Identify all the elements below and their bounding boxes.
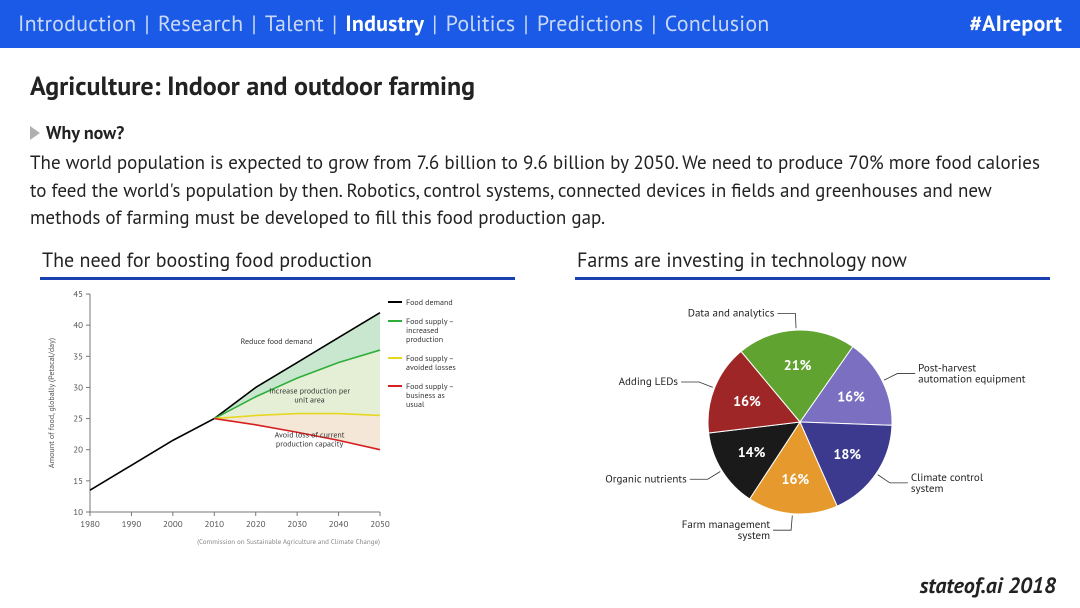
hashtag: #AIreport [969, 10, 1062, 38]
svg-text:production: production [406, 335, 443, 345]
svg-text:20: 20 [73, 444, 83, 455]
nav-item-predictions[interactable]: Predictions [537, 10, 643, 38]
svg-text:45: 45 [73, 289, 83, 300]
svg-text:2000: 2000 [163, 519, 183, 530]
svg-text:16%: 16% [733, 392, 761, 410]
svg-text:35: 35 [73, 351, 83, 362]
body-paragraph: The world population is expected to grow… [30, 150, 1050, 233]
svg-text:1990: 1990 [122, 519, 142, 530]
nav-item-talent[interactable]: Talent [265, 10, 324, 38]
svg-text:2020: 2020 [246, 519, 266, 530]
svg-text:avoided losses: avoided losses [406, 363, 456, 373]
charts-row: The need for boosting food production 10… [30, 245, 1050, 546]
nav-item-politics[interactable]: Politics [446, 10, 516, 38]
footer-credit: stateof.ai 2018 [920, 572, 1056, 600]
triangle-bullet-icon [30, 126, 40, 140]
svg-text:unit area: unit area [294, 395, 324, 405]
svg-text:system: system [911, 482, 944, 496]
pie-chart-svg: 16%Post-harvestautomation equipment18%Cl… [575, 286, 1045, 546]
svg-text:production capacity: production capacity [276, 439, 344, 449]
svg-text:21%: 21% [784, 356, 812, 374]
nav-item-industry[interactable]: Industry [345, 10, 424, 38]
line-chart-svg: 10 15 20 25 30 35 40 45 1980 1990 2000 2010 2020 2030… [40, 286, 510, 546]
nav-separator: | [243, 10, 264, 38]
svg-text:2050: 2050 [370, 519, 390, 530]
svg-text:usual: usual [406, 400, 425, 410]
svg-text:2040: 2040 [329, 519, 349, 530]
svg-text:Reduce food demand: Reduce food demand [241, 336, 313, 346]
nav-separator: | [136, 10, 157, 38]
why-now-label: Why now? [46, 121, 124, 144]
page-title: Agriculture: Indoor and outdoor farming [30, 70, 1050, 103]
svg-text:Adding LEDs: Adding LEDs [619, 375, 679, 389]
svg-text:Food demand: Food demand [406, 298, 453, 308]
svg-text:16%: 16% [837, 387, 865, 405]
svg-text:system: system [738, 529, 771, 543]
svg-text:10: 10 [73, 507, 83, 518]
svg-text:automation equipment: automation equipment [918, 372, 1026, 386]
svg-text:15: 15 [73, 475, 83, 486]
line-chart-title: The need for boosting food production [40, 245, 515, 280]
nav-item-introduction[interactable]: Introduction [18, 10, 136, 38]
svg-text:30: 30 [73, 382, 83, 393]
svg-text:1980: 1980 [80, 519, 100, 530]
slide-content: Agriculture: Indoor and outdoor farming … [0, 48, 1080, 554]
nav-separator: | [643, 10, 664, 38]
svg-text:25: 25 [73, 413, 83, 424]
nav-separator: | [424, 10, 445, 38]
why-now-row: Why now? [30, 121, 1050, 144]
svg-text:14%: 14% [738, 443, 766, 461]
pie-chart-box: Farms are investing in technology now 16… [575, 245, 1050, 546]
svg-text:(Commission on Sustainable Agr: (Commission on Sustainable Agriculture a… [197, 537, 380, 546]
nav-separator: | [515, 10, 536, 38]
svg-text:18%: 18% [833, 445, 861, 463]
svg-text:2030: 2030 [287, 519, 307, 530]
svg-text:2010: 2010 [204, 519, 224, 530]
top-nav-bar: Introduction|Research|Talent|Industry|Po… [0, 0, 1080, 48]
pie-chart-title: Farms are investing in technology now [575, 245, 1050, 280]
line-chart-box: The need for boosting food production 10… [40, 245, 515, 546]
svg-text:40: 40 [73, 320, 83, 331]
nav-items: Introduction|Research|Talent|Industry|Po… [18, 10, 770, 38]
svg-text:Data and analytics: Data and analytics [688, 306, 775, 320]
svg-text:16%: 16% [782, 469, 810, 487]
nav-item-conclusion[interactable]: Conclusion [665, 10, 770, 38]
svg-text:Amount of food, globally (Peta: Amount of food, globally (Petacal/day) [47, 338, 57, 468]
nav-item-research[interactable]: Research [158, 10, 244, 38]
svg-text:Organic nutrients: Organic nutrients [605, 472, 687, 486]
nav-separator: | [324, 10, 345, 38]
